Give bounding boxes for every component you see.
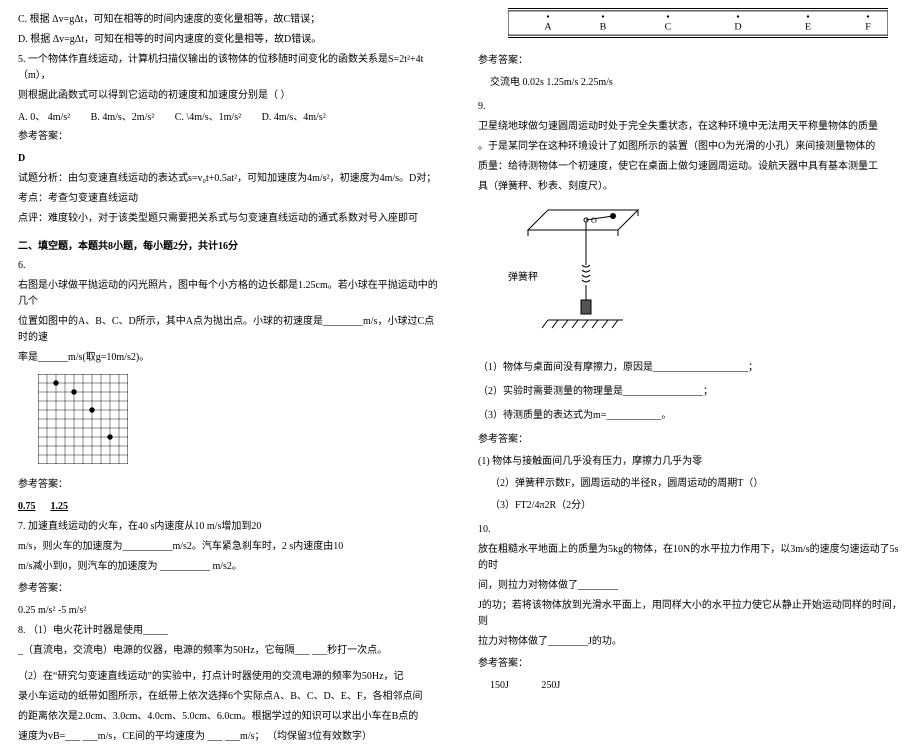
ruler-tape-icon: A B C D E F bbox=[508, 8, 888, 38]
q6-t3: 率是______m/s(取g=10m/s2)。 bbox=[18, 350, 442, 366]
q6-t1: 右图是小球做平抛运动的闪光照片，图中每个小方格的边长都是1.25cm。若小球在平… bbox=[18, 278, 442, 310]
q9b: 。于是某同学在这种环境设计了如图所示的装置（图中O为光滑的小孔）来间接测量物体的 bbox=[478, 139, 902, 155]
a9-1: (1) 物体与接触面间几乎没有压力，摩擦力几乎为零 bbox=[478, 454, 902, 470]
q6-answers: 0.75 1.25 bbox=[18, 499, 442, 515]
q7-answer: 0.25 m/s² -5 m/s² bbox=[18, 603, 442, 619]
q6-ans1: 0.75 bbox=[18, 501, 36, 512]
a10-2: 250J bbox=[541, 678, 560, 694]
svg-text:A: A bbox=[544, 22, 551, 33]
q10a: 放在粗糙水平地面上的质量为5kg的物体，在10N的水平拉力作用下，以3m/s的速… bbox=[478, 542, 902, 574]
q9-3: （3）待测质量的表达式为m=___________。 bbox=[478, 408, 902, 424]
analysis-text: 试题分析：由匀变速直线运动的表达式s=v₀t+0.5at²，可知加速度为4m/s… bbox=[18, 171, 442, 187]
a9-3: （3）FT2/4π2R（2分） bbox=[490, 498, 902, 514]
q8c: （2）在“研究匀变速直线运动”的实验中，打点计时器使用的交流电源的频率为50Hz… bbox=[18, 669, 442, 685]
q9a: 卫星绕地球做匀速圆周运动时处于完全失重状态，在这种环境中无法用天平称量物体的质量 bbox=[478, 119, 902, 135]
question-9: 9. bbox=[478, 99, 902, 115]
question-5b: 则根据此函数式可以得到它运动的初速度和加速度分别是（ ） bbox=[18, 88, 442, 104]
q9-1: （1）物体与桌面间没有摩擦力，原因是___________________； bbox=[478, 360, 902, 376]
section-2-heading: 二、填空题，本题共8小题，每小题2分，共计16分 bbox=[18, 237, 442, 252]
q10b: 间，则拉力对物体做了________ bbox=[478, 578, 902, 594]
q8d: 录小车运动的纸带如图所示，在纸带上依次选择6个实际点A、B、C、D、E、F，各相… bbox=[18, 689, 442, 705]
svg-text:D: D bbox=[734, 22, 741, 33]
q10c: J的功；若将该物体放到光滑水平面上，用同样大小的水平拉力使它从静止开始运动同样的… bbox=[478, 598, 902, 630]
question-5: 5. 一个物体作直线运动，计算机扫描仪输出的该物体的位移随时间变化的函数关系是S… bbox=[18, 52, 442, 84]
right-column: A B C D E F 参考答案： 交流电 0.02s 1.25m/s 2.25… bbox=[460, 0, 920, 651]
experiment-device-icon: O 弹簧秤 bbox=[508, 205, 658, 345]
question-6: 6. bbox=[18, 258, 442, 274]
q10d: 拉力对物体做了________J的功。 bbox=[478, 634, 902, 650]
kaodian-text: 考点：考查匀变速直线运动 bbox=[18, 191, 442, 207]
answer-label-2: 参考答案： bbox=[18, 477, 442, 493]
q5-opt-c: C. \4m/s、1m/s² bbox=[175, 108, 241, 123]
q10-answers: 150J 250J bbox=[490, 678, 902, 694]
r-line1: 交流电 0.02s 1.25m/s 2.25m/s bbox=[490, 75, 902, 91]
q8f: 速度为vB=___ ___m/s，CE间的平均速度为 ___ ___m/s； （… bbox=[18, 729, 442, 745]
q7a: 7. 加速直线运动的火车，在40 s内速度从10 m/s增加到20 bbox=[18, 519, 442, 535]
answer-label-1: 参考答案： bbox=[18, 129, 442, 145]
svg-text:E: E bbox=[805, 22, 811, 33]
answer-label-3: 参考答案： bbox=[18, 581, 442, 597]
svg-text:B: B bbox=[600, 22, 607, 33]
question-10: 10. bbox=[478, 522, 902, 538]
q8b: _（直流电，交流电）电源的仪器，电源的频率为50Hz，它每隔___ ___秒打一… bbox=[18, 643, 442, 659]
answer-label-r3: 参考答案： bbox=[478, 656, 902, 672]
spring-label: 弹簧秤 bbox=[508, 270, 538, 283]
q6-t2: 位置如图中的A、B、C、D所示，其中A点为抛出点。小球的初速度是________… bbox=[18, 314, 442, 346]
analysis-line-c: C. 根据 Δv=gΔt，可知在相等的时间内速度的变化量相等，故C错误； bbox=[18, 12, 442, 28]
svg-text:F: F bbox=[865, 22, 871, 33]
a10-1: 150J bbox=[490, 678, 509, 694]
q8e: 的距离依次是2.0cm、3.0cm、4.0cm、5.0cm、6.0cm。根据学过… bbox=[18, 709, 442, 725]
q5-opt-b: B. 4m/s、2m/s² bbox=[91, 108, 155, 123]
q5-options: A. 0、 4m/s² B. 4m/s、2m/s² C. \4m/s、1m/s²… bbox=[18, 108, 442, 123]
left-column: C. 根据 Δv=gΔt，可知在相等的时间内速度的变化量相等，故C错误； D. … bbox=[0, 0, 460, 651]
answer-label-r1: 参考答案： bbox=[478, 53, 902, 69]
q6-ans2: 1.25 bbox=[51, 501, 69, 512]
q9c: 质量：给待测物体一个初速度，使它在桌面上做匀速圆周运动。设航天器中具有基本测量工 bbox=[478, 159, 902, 175]
q7c: m/s减小到0，则汽车的加速度为 __________ m/s2。 bbox=[18, 559, 442, 575]
svg-text:C: C bbox=[665, 22, 672, 33]
q5-opt-a: A. 0、 4m/s² bbox=[18, 108, 70, 123]
q9d: 具（弹簧秤、秒表、刻度尺）。 bbox=[478, 179, 902, 195]
a9-2: （2）弹簧秤示数F，圆周运动的半径R，圆周运动的周期T（） bbox=[490, 476, 902, 492]
q8a: 8. （1）电火花计时器是使用_____ bbox=[18, 623, 442, 639]
answer-d: D bbox=[18, 151, 442, 167]
dianping-text: 点评：难度较小，对于该类型题只需要把关系式与匀变速直线运动的通式系数对号入座即可 bbox=[18, 211, 442, 227]
q7b: m/s，则火车的加速度为__________m/s2。汽车紧急刹车时，2 s内速… bbox=[18, 539, 442, 555]
svg-text:O: O bbox=[591, 216, 597, 225]
q9-2: （2）实验时需要测量的物理量是________________； bbox=[478, 384, 902, 400]
answer-label-r2: 参考答案： bbox=[478, 432, 902, 448]
grid-photo-icon bbox=[38, 374, 128, 464]
q5-opt-d: D. 4m/s、4m/s² bbox=[262, 108, 326, 123]
analysis-line-d: D. 根据 Δv=gΔt，可知在相等的时间内速度的变化量相等，故D错误。 bbox=[18, 32, 442, 48]
